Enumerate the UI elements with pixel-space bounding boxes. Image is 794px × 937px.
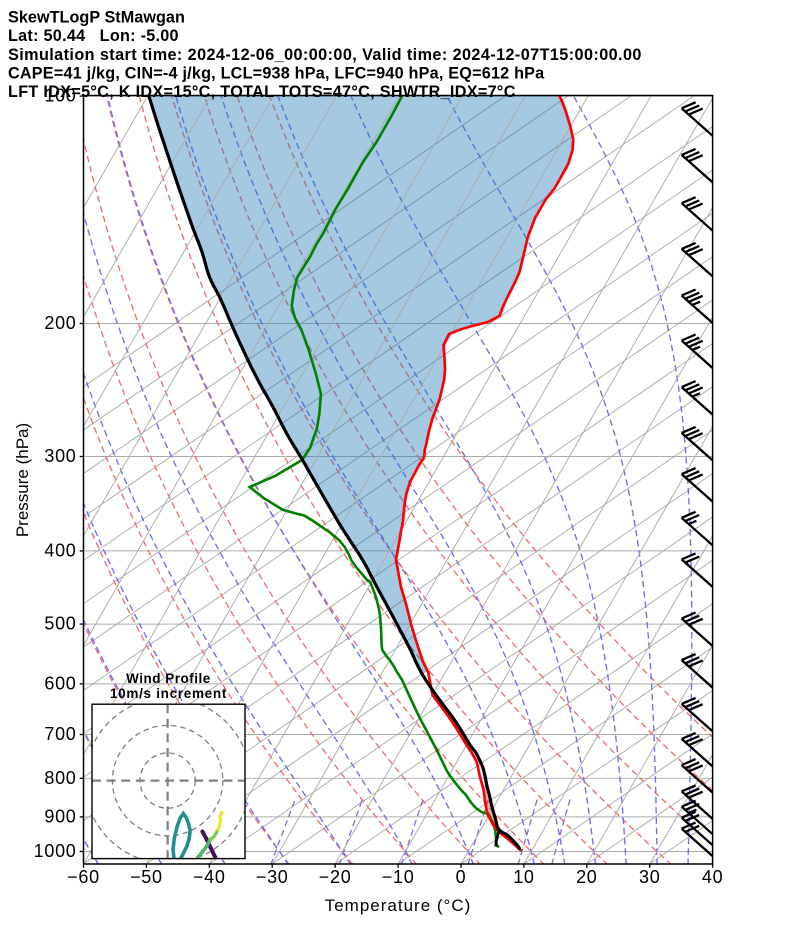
svg-text:10m/s increment: 10m/s increment: [110, 686, 227, 701]
svg-text:CAPE=41 j/kg, CIN=-4 j/kg, LCL: CAPE=41 j/kg, CIN=-4 j/kg, LCL=938 hPa, …: [8, 65, 545, 83]
svg-text:−20: −20: [319, 867, 352, 887]
svg-text:20: 20: [576, 867, 597, 887]
svg-text:Wind Profile: Wind Profile: [126, 671, 211, 686]
svg-text:0: 0: [456, 867, 467, 887]
svg-text:Temperature (°C): Temperature (°C): [325, 896, 472, 915]
svg-text:−30: −30: [256, 867, 289, 887]
svg-text:40: 40: [702, 867, 723, 887]
svg-text:−50: −50: [130, 867, 163, 887]
svg-text:400: 400: [44, 540, 76, 560]
svg-text:800: 800: [44, 768, 76, 788]
svg-text:10: 10: [513, 867, 534, 887]
svg-text:Lat: 50.44 Lon: -5.00: Lat: 50.44 Lon: -5.00: [8, 27, 179, 45]
svg-text:600: 600: [44, 673, 76, 693]
svg-text:SkewTLogP StMawgan: SkewTLogP StMawgan: [8, 8, 185, 26]
svg-text:100: 100: [44, 86, 76, 106]
svg-text:−10: −10: [382, 867, 415, 887]
svg-text:30: 30: [639, 867, 660, 887]
svg-text:300: 300: [44, 446, 76, 466]
svg-text:1000: 1000: [34, 841, 77, 861]
svg-text:−60: −60: [67, 867, 100, 887]
svg-text:−40: −40: [193, 867, 226, 887]
svg-text:LFT IDX=5°C, K IDX=15°C, TOTAL: LFT IDX=5°C, K IDX=15°C, TOTAL TOTS=47°C…: [8, 83, 516, 101]
svg-text:Simulation start time: 2024-12: Simulation start time: 2024-12-06_00:00:…: [8, 46, 642, 64]
svg-text:Pressure (hPa): Pressure (hPa): [13, 423, 32, 537]
svg-text:900: 900: [44, 806, 76, 826]
svg-text:700: 700: [44, 724, 76, 744]
svg-text:200: 200: [44, 313, 76, 333]
svg-text:500: 500: [44, 614, 76, 634]
